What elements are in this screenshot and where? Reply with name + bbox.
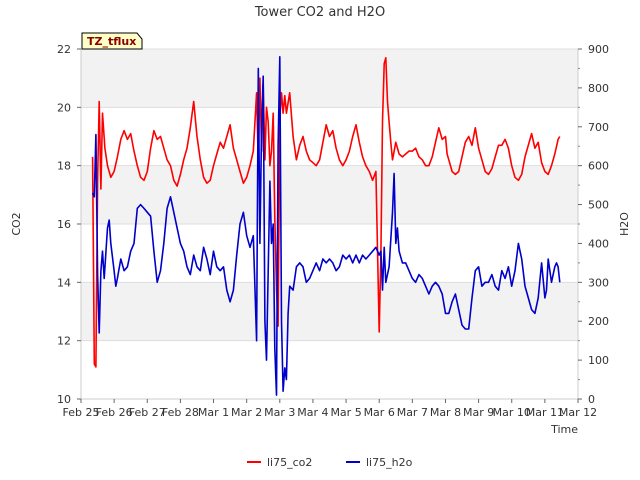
- right-tick-label: 0: [588, 393, 595, 406]
- x-tick-label: Mar 9: [463, 406, 494, 419]
- legend: li75_co2 li75_h2o: [247, 456, 413, 469]
- x-tick-label: Mar 7: [397, 406, 428, 419]
- right-tick-label: 500: [588, 199, 609, 212]
- right-tick-label: 200: [588, 315, 609, 328]
- annotation-label: TZ_tflux: [87, 35, 136, 48]
- x-tick-label: Mar 3: [264, 406, 295, 419]
- x-tick-label: Feb 27: [129, 406, 166, 419]
- left-tick-label: 20: [57, 101, 71, 114]
- x-tick-label: Feb 26: [96, 406, 133, 419]
- right-tick-label: 600: [588, 160, 609, 173]
- right-tick-label: 900: [588, 43, 609, 56]
- x-tick-label: Mar 5: [330, 406, 361, 419]
- plot-band: [81, 282, 578, 341]
- x-tick-label: Mar 2: [231, 406, 262, 419]
- series-line-li75_co2: [91, 57, 561, 368]
- x-tick-label: Feb 25: [63, 406, 100, 419]
- annotation-tag: TZ_tflux: [81, 32, 143, 50]
- right-tick-label: 800: [588, 82, 609, 95]
- right-tick-label: 400: [588, 237, 609, 250]
- x-tick-label: Mar 12: [559, 406, 597, 419]
- x-tick-label: Mar 4: [297, 406, 328, 419]
- left-tick-label: 18: [57, 160, 71, 173]
- left-tick-label: 14: [57, 276, 71, 289]
- right-tick-label: 100: [588, 354, 609, 367]
- x-tick-label: Mar 1: [198, 406, 229, 419]
- y-axis-title: CO2: [10, 212, 23, 235]
- left-tick-label: 12: [57, 335, 71, 348]
- y2-axis-title: H2O: [618, 212, 631, 236]
- x-axis-title: Time: [550, 423, 578, 436]
- series-layer: [91, 56, 561, 396]
- x-tick-label: Mar 8: [430, 406, 461, 419]
- annotation-box: [81, 32, 143, 50]
- x-tick-label: Mar 6: [364, 406, 395, 419]
- left-tick-label: 10: [57, 393, 71, 406]
- right-tick-label: 700: [588, 121, 609, 134]
- x-tick-label: Feb 28: [162, 406, 199, 419]
- series-line-li75_h2o: [91, 56, 561, 396]
- plot-band: [81, 165, 578, 224]
- plot-band: [81, 49, 578, 108]
- legend-label-li75_co2: li75_co2: [267, 456, 312, 469]
- chart-title: Tower CO2 and H2O: [254, 5, 385, 20]
- legend-label-li75_h2o: li75_h2o: [366, 456, 413, 469]
- left-axis: 10 12 14 16 18 20 22: [57, 43, 82, 406]
- left-tick-label: 22: [57, 43, 71, 56]
- right-tick-label: 300: [588, 276, 609, 289]
- x-tick-label: Mar 10: [493, 406, 531, 419]
- left-tick-label: 16: [57, 218, 71, 231]
- right-axis: 0 100 200 300 400 500 600 700 800 900: [577, 43, 609, 406]
- x-tick-label: Mar 11: [526, 406, 564, 419]
